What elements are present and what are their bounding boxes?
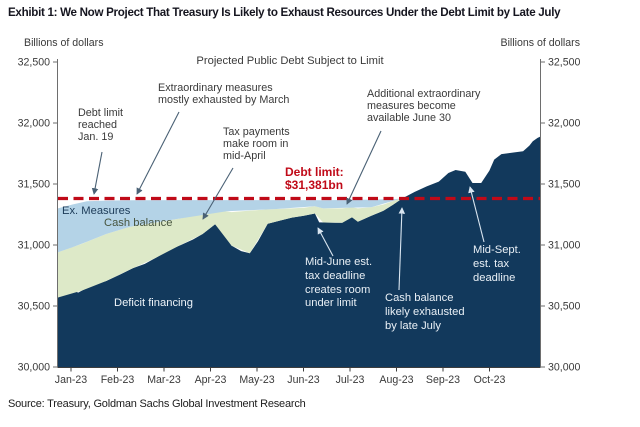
y-tick-label-right: 30,000 bbox=[548, 362, 581, 374]
x-tick-label: Feb-23 bbox=[101, 374, 135, 386]
x-tick-label: Mar-23 bbox=[147, 374, 181, 386]
y-axis-unit-left: Billions of dollars bbox=[24, 37, 104, 49]
x-tick-label: Oct-23 bbox=[474, 374, 506, 386]
x-tick-label: May-23 bbox=[239, 374, 274, 386]
annotation-mid-sept-tax-arrow bbox=[468, 186, 485, 243]
annotation-tax-payments-april-arrow bbox=[202, 167, 234, 220]
y-tick-label-right: 32,000 bbox=[548, 118, 581, 130]
y-tick-label-left: 32,500 bbox=[18, 57, 51, 69]
area-deficit-financing bbox=[58, 136, 540, 367]
annotation-debt-limit-reached-arrow bbox=[91, 151, 103, 195]
y-tick-label-right: 31,500 bbox=[548, 179, 581, 191]
y-tick-label-left: 30,500 bbox=[18, 301, 51, 313]
annotation-additional-measures-arrow bbox=[346, 130, 382, 205]
source-attribution: Source: Treasury, Goldman Sachs Global I… bbox=[8, 398, 306, 410]
y-tick-label-left: 31,000 bbox=[18, 240, 51, 252]
y-tick-label-left: 31,500 bbox=[18, 179, 51, 191]
x-tick-label: Jan-23 bbox=[55, 374, 87, 386]
y-tick-label-left: 30,000 bbox=[18, 362, 51, 374]
x-tick-label: Jun-23 bbox=[287, 374, 319, 386]
annotation-extraordinary-exhausted-arrow bbox=[136, 111, 180, 195]
annotation-cash-exhausted-arrow bbox=[398, 207, 406, 291]
y-tick-label-left: 32,000 bbox=[18, 118, 51, 130]
y-tick-label-right: 30,500 bbox=[548, 301, 581, 313]
area-cash-balance bbox=[58, 198, 403, 298]
y-tick-label-right: 31,000 bbox=[548, 240, 581, 252]
page-title: Exhibit 1: We Now Project That Treasury … bbox=[8, 6, 561, 19]
x-tick-label: Apr-23 bbox=[195, 374, 227, 386]
annotation-mid-june-tax-arrow bbox=[317, 227, 334, 257]
y-axis-unit-right: Billions of dollars bbox=[500, 37, 581, 49]
area-ex-measures bbox=[58, 198, 403, 253]
y-tick-label-right: 32,500 bbox=[548, 57, 581, 69]
x-tick-label: Jul-23 bbox=[336, 374, 365, 386]
x-tick-label: Sep-23 bbox=[426, 374, 460, 386]
chart-subtitle: Projected Public Debt Subject to Limit bbox=[196, 55, 384, 67]
x-tick-label: Aug-23 bbox=[379, 374, 413, 386]
